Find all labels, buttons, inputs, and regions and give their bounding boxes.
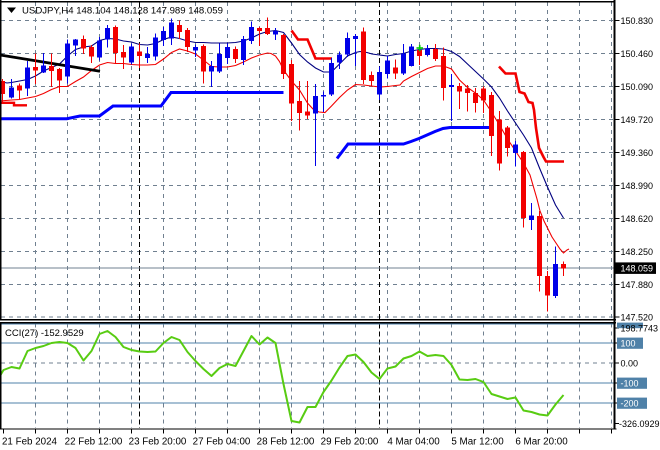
svg-text:148.620: 148.620 (621, 214, 654, 224)
svg-text:150.830: 150.830 (621, 16, 654, 26)
svg-text:6 Mar 20:00: 6 Mar 20:00 (515, 437, 568, 448)
svg-text:149.720: 149.720 (621, 115, 654, 125)
svg-text:150.090: 150.090 (621, 82, 654, 92)
svg-text:198.7743: 198.7743 (621, 324, 659, 334)
svg-text:0.00: 0.00 (621, 359, 639, 369)
svg-text:147.880: 147.880 (621, 280, 654, 290)
svg-text:148.250: 148.250 (621, 247, 654, 257)
svg-text:5 Mar 12:00: 5 Mar 12:00 (451, 437, 504, 448)
svg-text:147.520: 147.520 (621, 312, 654, 322)
svg-text:23 Feb 20:00: 23 Feb 20:00 (129, 437, 187, 448)
svg-text:148.059: 148.059 (621, 264, 654, 274)
svg-text:CCI(27) -152.9529: CCI(27) -152.9529 (5, 328, 84, 339)
svg-text:149.360: 149.360 (621, 148, 654, 158)
svg-text:-200: -200 (621, 399, 639, 409)
svg-text:21 Feb 2024: 21 Feb 2024 (2, 437, 58, 448)
svg-text:100: 100 (621, 339, 636, 349)
svg-text:28 Feb 12:00: 28 Feb 12:00 (257, 437, 315, 448)
svg-text:29 Feb 20:00: 29 Feb 20:00 (321, 437, 379, 448)
svg-text:4 Mar 04:00: 4 Mar 04:00 (387, 437, 440, 448)
svg-text:USDJPY,H4 148.104 148.128 147: USDJPY,H4 148.104 148.128 147.989 148.05… (22, 6, 223, 17)
svg-text:-326.0929: -326.0929 (619, 419, 660, 429)
svg-text:22 Feb 12:00: 22 Feb 12:00 (65, 437, 123, 448)
svg-text:148.990: 148.990 (621, 181, 654, 191)
svg-text:150.460: 150.460 (621, 49, 654, 59)
svg-text:27 Feb 04:00: 27 Feb 04:00 (193, 437, 251, 448)
svg-text:-100: -100 (621, 379, 639, 389)
